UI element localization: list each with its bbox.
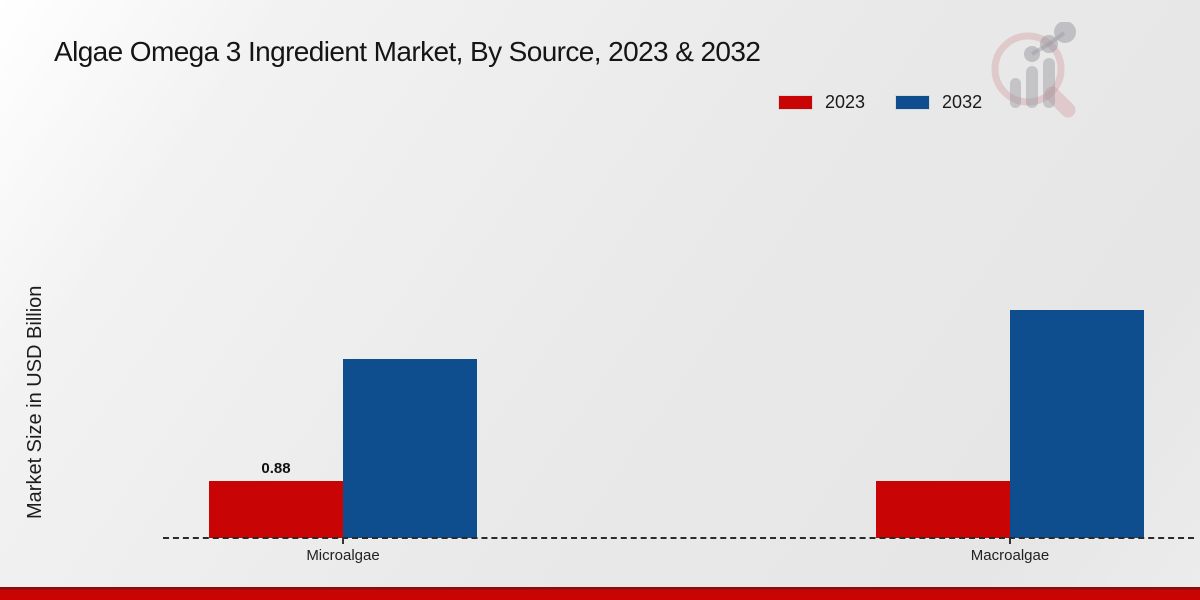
x-axis-tick-microalgae bbox=[342, 539, 344, 544]
category-label-microalgae: Microalgae bbox=[306, 547, 380, 564]
category-label-macroalgae: Macroalgae bbox=[970, 547, 1050, 564]
bar-value-label: 0.88 bbox=[261, 460, 291, 477]
x-axis-baseline bbox=[163, 537, 1194, 539]
chart-title: Algae Omega 3 Ingredient Market, By Sour… bbox=[54, 36, 761, 67]
legend-swatch-2023 bbox=[778, 95, 813, 110]
bar-2032-macroalgae bbox=[1010, 310, 1144, 538]
footer-accent-band bbox=[0, 587, 1200, 600]
legend-item-2023: 2023 bbox=[778, 92, 865, 113]
x-axis-tick-macroalgae bbox=[1009, 539, 1011, 544]
legend: 2023 2032 bbox=[778, 92, 982, 113]
magnifier-bar-chart-logo-icon bbox=[991, 22, 1076, 118]
legend-label-2023: 2023 bbox=[825, 92, 866, 112]
bar-2023-microalgae bbox=[209, 481, 343, 538]
legend-swatch-2032 bbox=[895, 95, 931, 110]
legend-item-2032: 2032 bbox=[895, 92, 982, 113]
bar-2023-macroalgae bbox=[876, 481, 1010, 538]
bar-2032-microalgae bbox=[343, 359, 477, 538]
legend-label-2032: 2032 bbox=[942, 92, 983, 112]
